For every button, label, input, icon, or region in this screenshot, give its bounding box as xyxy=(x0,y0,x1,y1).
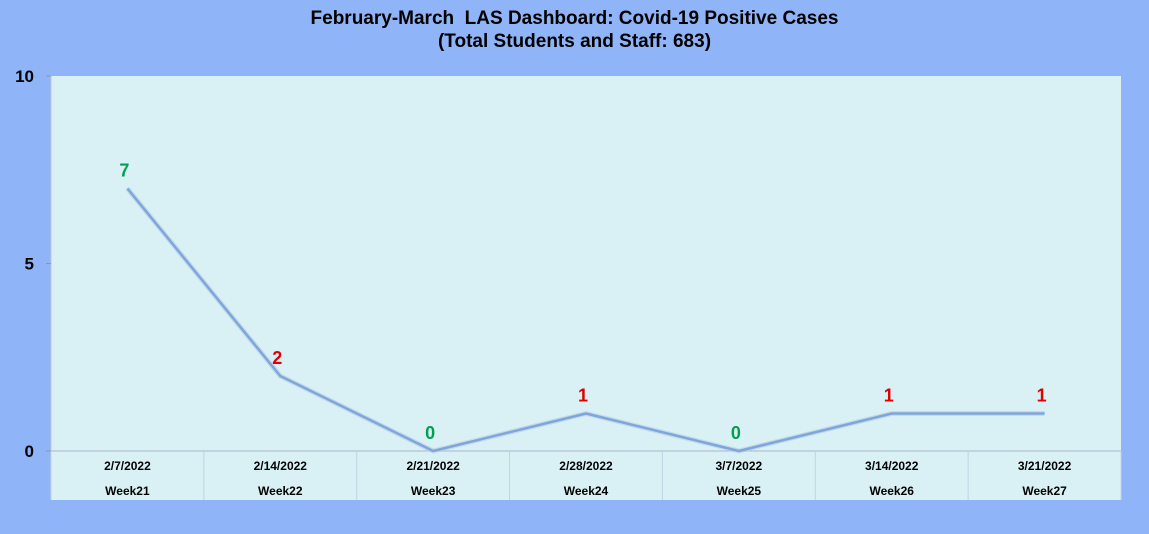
x-category-label: 2/28/2022 xyxy=(559,459,613,473)
x-category-label: 2/14/2022 xyxy=(254,459,308,473)
data-label: 1 xyxy=(578,386,588,406)
x-category-sublabel: Week22 xyxy=(258,484,303,498)
data-label: 2 xyxy=(272,348,282,368)
chart-subtitle: (Total Students and Staff: 683) xyxy=(437,31,712,52)
x-category-label: 3/21/2022 xyxy=(1018,459,1072,473)
x-category-sublabel: Week25 xyxy=(717,484,762,498)
data-label: 1 xyxy=(884,386,894,406)
x-category-sublabel: Week21 xyxy=(105,484,150,498)
chart-title: February-March LAS Dashboard: Covid-19 P… xyxy=(310,8,839,29)
series-line xyxy=(126,187,1045,453)
category-axis-band xyxy=(51,451,1121,500)
y-tick-label: 5 xyxy=(25,255,34,274)
data-label: 0 xyxy=(425,423,435,443)
plot-area xyxy=(51,76,1121,451)
data-label: 1 xyxy=(1037,386,1047,406)
x-category-sublabel: Week27 xyxy=(1022,484,1067,498)
x-category-label: 3/7/2022 xyxy=(715,459,762,473)
x-category-sublabel: Week26 xyxy=(869,484,914,498)
data-label: 0 xyxy=(731,423,741,443)
y-tick-label: 10 xyxy=(15,67,34,86)
x-category-label: 2/21/2022 xyxy=(406,459,460,473)
y-tick-label: 0 xyxy=(25,442,34,461)
x-category-sublabel: Week23 xyxy=(411,484,456,498)
x-category-label: 3/14/2022 xyxy=(865,459,919,473)
x-category-sublabel: Week24 xyxy=(564,484,609,498)
data-label: 7 xyxy=(119,161,129,181)
x-category-label: 2/7/2022 xyxy=(104,459,151,473)
